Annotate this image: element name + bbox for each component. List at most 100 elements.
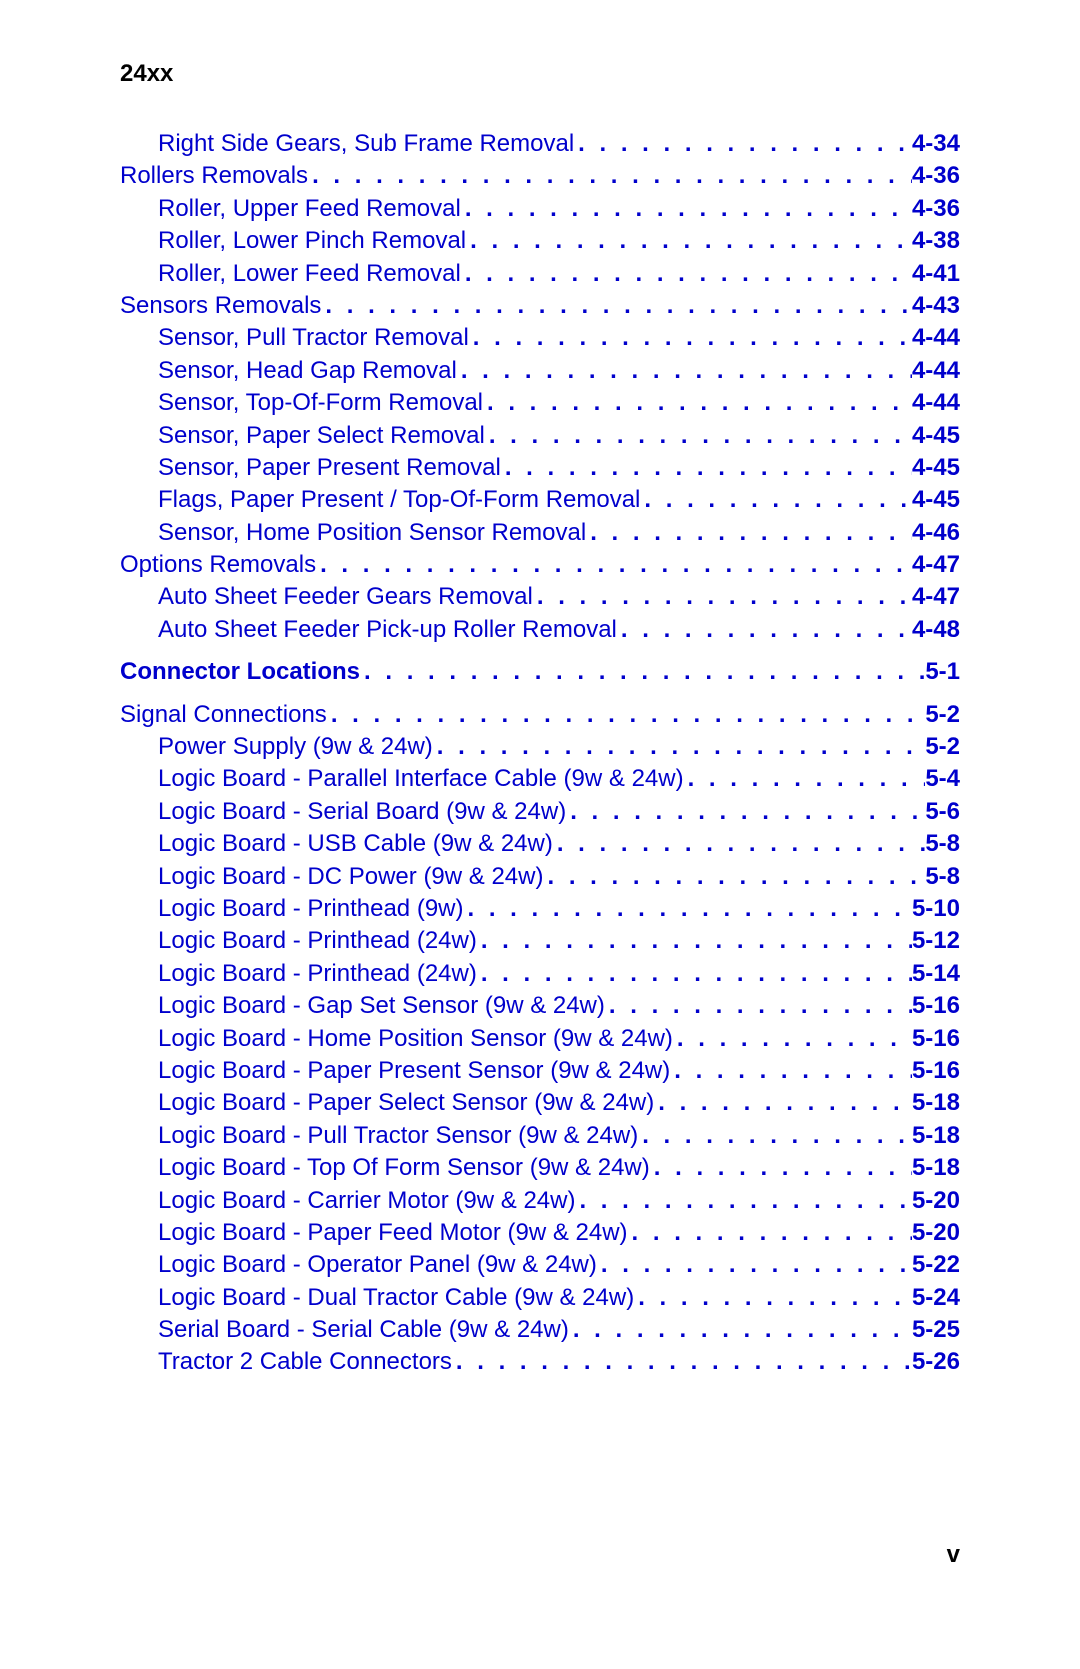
toc-entry[interactable]: Logic Board - Pull Tractor Sensor (9w & … <box>120 1120 960 1152</box>
toc-entry-label: Logic Board - Printhead (24w) <box>158 958 477 990</box>
toc-entry-page: 5-2 <box>925 699 960 731</box>
toc-entry[interactable]: Logic Board - Parallel Interface Cable (… <box>120 763 960 795</box>
toc-entry-page: 5-18 <box>912 1087 960 1119</box>
toc-entry-label: Logic Board - Gap Set Sensor (9w & 24w) <box>158 990 605 1022</box>
toc-leader-dots: . . . . . . . . . . . . . . . . . . . . … <box>457 355 912 387</box>
toc-leader-dots: . . . . . . . . . . . . . . . . . . . . … <box>628 1217 912 1249</box>
toc-leader-dots: . . . . . . . . . . . . . . . . . . . . … <box>634 1282 912 1314</box>
toc-leader-dots: . . . . . . . . . . . . . . . . . . . . … <box>533 581 912 613</box>
toc-entry[interactable]: Roller, Lower Feed Removal . . . . . . .… <box>120 258 960 290</box>
toc-leader-dots: . . . . . . . . . . . . . . . . . . . . … <box>433 731 926 763</box>
toc-entry[interactable]: Power Supply (9w & 24w) . . . . . . . . … <box>120 731 960 763</box>
toc-entry-label: Sensor, Top-Of-Form Removal <box>158 387 483 419</box>
toc-entry[interactable]: Logic Board - DC Power (9w & 24w) . . . … <box>120 861 960 893</box>
page-header: 24xx <box>120 60 960 88</box>
toc-entry-label: Logic Board - Paper Present Sensor (9w &… <box>158 1055 670 1087</box>
toc-entry[interactable]: Sensor, Pull Tractor Removal . . . . . .… <box>120 322 960 354</box>
toc-entry[interactable]: Logic Board - Printhead (9w) . . . . . .… <box>120 893 960 925</box>
toc-leader-dots: . . . . . . . . . . . . . . . . . . . . … <box>485 420 912 452</box>
toc-entry[interactable]: Sensor, Head Gap Removal . . . . . . . .… <box>120 355 960 387</box>
toc-leader-dots: . . . . . . . . . . . . . . . . . . . . … <box>670 1055 912 1087</box>
toc-entry-page: 4-41 <box>912 258 960 290</box>
toc-entry-page: 5-1 <box>925 656 960 688</box>
toc-entry-label: Auto Sheet Feeder Gears Removal <box>158 581 533 613</box>
toc-entry[interactable]: Flags, Paper Present / Top-Of-Form Remov… <box>120 484 960 516</box>
toc-entry[interactable]: Sensor, Home Position Sensor Removal . .… <box>120 517 960 549</box>
toc-entry-page: 4-48 <box>912 614 960 646</box>
toc-entry[interactable]: Logic Board - Operator Panel (9w & 24w) … <box>120 1249 960 1281</box>
toc-entry[interactable]: Sensor, Paper Select Removal . . . . . .… <box>120 420 960 452</box>
toc-leader-dots: . . . . . . . . . . . . . . . . . . . . … <box>327 699 926 731</box>
toc-entry[interactable]: Roller, Lower Pinch Removal . . . . . . … <box>120 225 960 257</box>
toc-entry-page: 4-47 <box>912 581 960 613</box>
toc-entry[interactable]: Logic Board - Printhead (24w) . . . . . … <box>120 925 960 957</box>
toc-entry[interactable]: Logic Board - Carrier Motor (9w & 24w) .… <box>120 1185 960 1217</box>
toc-entry[interactable]: Logic Board - Paper Select Sensor (9w & … <box>120 1087 960 1119</box>
toc-entry[interactable]: Tractor 2 Cable Connectors . . . . . . .… <box>120 1346 960 1378</box>
toc-entry-label: Logic Board - USB Cable (9w & 24w) <box>158 828 553 860</box>
toc-leader-dots: . . . . . . . . . . . . . . . . . . . . … <box>461 193 912 225</box>
toc-entry-label: Logic Board - Printhead (9w) <box>158 893 463 925</box>
toc-entry-label: Roller, Upper Feed Removal <box>158 193 461 225</box>
toc-entry[interactable]: Sensor, Paper Present Removal . . . . . … <box>120 452 960 484</box>
toc-entry-page: 5-18 <box>912 1120 960 1152</box>
toc-entry[interactable]: Sensor, Top-Of-Form Removal . . . . . . … <box>120 387 960 419</box>
toc-leader-dots: . . . . . . . . . . . . . . . . . . . . … <box>316 549 912 581</box>
toc-entry[interactable]: Right Side Gears, Sub Frame Removal . . … <box>120 128 960 160</box>
toc-entry-page: 4-47 <box>912 549 960 581</box>
toc-leader-dots: . . . . . . . . . . . . . . . . . . . . … <box>566 796 925 828</box>
toc-entry-label: Logic Board - Printhead (24w) <box>158 925 477 957</box>
toc-entry[interactable]: Signal Connections . . . . . . . . . . .… <box>120 699 960 731</box>
toc-entry[interactable]: Logic Board - Home Position Sensor (9w &… <box>120 1023 960 1055</box>
toc-entry-page: 4-43 <box>912 290 960 322</box>
toc-entry[interactable]: Logic Board - Paper Present Sensor (9w &… <box>120 1055 960 1087</box>
toc-entry-label: Logic Board - Parallel Interface Cable (… <box>158 763 684 795</box>
toc-entry-label: Logic Board - Pull Tractor Sensor (9w & … <box>158 1120 638 1152</box>
toc-leader-dots: . . . . . . . . . . . . . . . . . . . . … <box>574 128 912 160</box>
toc-entry-page: 5-20 <box>912 1217 960 1249</box>
toc-entry-page: 4-45 <box>912 420 960 452</box>
toc-entry[interactable]: Logic Board - Top Of Form Sensor (9w & 2… <box>120 1152 960 1184</box>
toc-leader-dots: . . . . . . . . . . . . . . . . . . . . … <box>360 656 925 688</box>
toc-leader-dots: . . . . . . . . . . . . . . . . . . . . … <box>586 517 912 549</box>
toc-entry-label: Roller, Lower Feed Removal <box>158 258 461 290</box>
toc-leader-dots: . . . . . . . . . . . . . . . . . . . . … <box>466 225 912 257</box>
toc-entry[interactable]: Logic Board - Gap Set Sensor (9w & 24w) … <box>120 990 960 1022</box>
toc-entry[interactable]: Logic Board - Serial Board (9w & 24w) . … <box>120 796 960 828</box>
toc-entry-page: 5-20 <box>912 1185 960 1217</box>
toc-leader-dots: . . . . . . . . . . . . . . . . . . . . … <box>308 160 912 192</box>
toc-entry-page: 5-8 <box>925 861 960 893</box>
toc-leader-dots: . . . . . . . . . . . . . . . . . . . . … <box>617 614 912 646</box>
toc-entry-label: Right Side Gears, Sub Frame Removal <box>158 128 574 160</box>
toc-entry[interactable]: Rollers Removals . . . . . . . . . . . .… <box>120 160 960 192</box>
toc-entry[interactable]: Logic Board - USB Cable (9w & 24w) . . .… <box>120 828 960 860</box>
toc-entry-label: Power Supply (9w & 24w) <box>158 731 433 763</box>
toc-entry-page: 5-6 <box>925 796 960 828</box>
toc-entry-page: 5-18 <box>912 1152 960 1184</box>
toc-entry-page: 5-8 <box>925 828 960 860</box>
toc-entry[interactable]: Options Removals . . . . . . . . . . . .… <box>120 549 960 581</box>
toc-entry[interactable]: Sensors Removals . . . . . . . . . . . .… <box>120 290 960 322</box>
toc-entry[interactable]: Auto Sheet Feeder Pick-up Roller Removal… <box>120 614 960 646</box>
toc-entry-label: Sensor, Home Position Sensor Removal <box>158 517 586 549</box>
toc-leader-dots: . . . . . . . . . . . . . . . . . . . . … <box>684 763 926 795</box>
toc-entry[interactable]: Connector Locations . . . . . . . . . . … <box>120 656 960 688</box>
toc-entry[interactable]: Logic Board - Paper Feed Motor (9w & 24w… <box>120 1217 960 1249</box>
toc-leader-dots: . . . . . . . . . . . . . . . . . . . . … <box>452 1346 912 1378</box>
toc-entry-label: Sensor, Head Gap Removal <box>158 355 457 387</box>
toc-entry[interactable]: Logic Board - Printhead (24w) . . . . . … <box>120 958 960 990</box>
toc-entry-page: 4-34 <box>912 128 960 160</box>
toc-entry-label: Options Removals <box>120 549 316 581</box>
toc-entry[interactable]: Logic Board - Dual Tractor Cable (9w & 2… <box>120 1282 960 1314</box>
toc-entry-label: Logic Board - DC Power (9w & 24w) <box>158 861 543 893</box>
toc-entry[interactable]: Serial Board - Serial Cable (9w & 24w) .… <box>120 1314 960 1346</box>
toc-entry-page: 5-25 <box>912 1314 960 1346</box>
toc-entry-page: 4-46 <box>912 517 960 549</box>
toc-entry-label: Roller, Lower Pinch Removal <box>158 225 466 257</box>
toc-entry[interactable]: Auto Sheet Feeder Gears Removal . . . . … <box>120 581 960 613</box>
toc-entry[interactable]: Roller, Upper Feed Removal . . . . . . .… <box>120 193 960 225</box>
toc-leader-dots: . . . . . . . . . . . . . . . . . . . . … <box>477 925 912 957</box>
toc-entry-label: Logic Board - Carrier Motor (9w & 24w) <box>158 1185 575 1217</box>
toc-entry-label: Auto Sheet Feeder Pick-up Roller Removal <box>158 614 617 646</box>
toc-leader-dots: . . . . . . . . . . . . . . . . . . . . … <box>321 290 912 322</box>
